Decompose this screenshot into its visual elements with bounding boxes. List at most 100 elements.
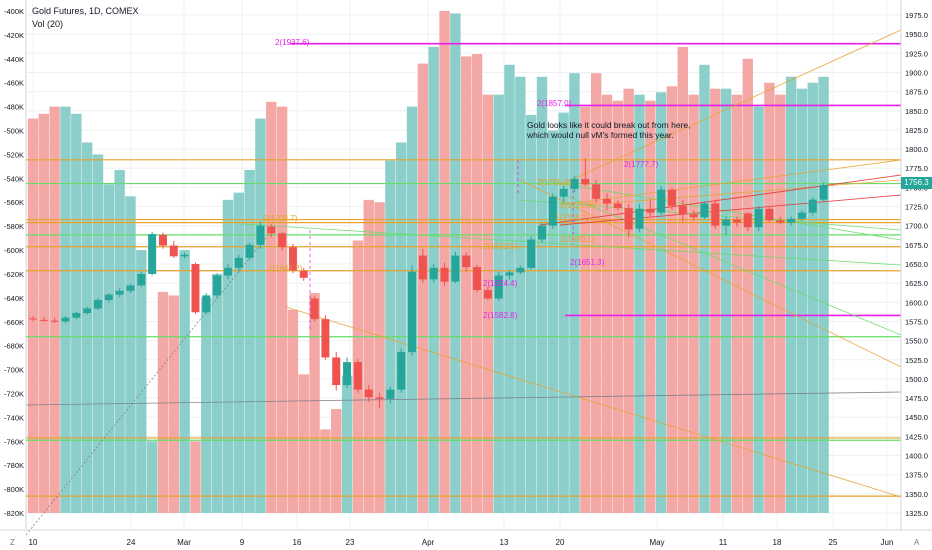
trend-line <box>285 306 902 498</box>
volume-bar <box>710 88 721 513</box>
volume-bar <box>590 73 602 514</box>
price-tick-label: 1550.0 <box>905 337 928 346</box>
candle-body <box>473 267 482 291</box>
candle-body <box>353 362 362 390</box>
volume-tick-label: -540K <box>4 174 24 183</box>
level-label: 2(1937.6) <box>275 38 310 47</box>
date-tick-label: 10 <box>29 538 38 547</box>
volume-bar <box>688 94 699 514</box>
price-tick-label: 1525.0 <box>905 356 928 365</box>
volume-bar <box>190 441 201 513</box>
volume-bar <box>493 94 504 514</box>
volume-bar <box>136 250 147 514</box>
volume-bar <box>775 94 786 514</box>
candle-body <box>93 300 102 309</box>
candle-body <box>104 294 113 301</box>
price-tick-label: 1775.0 <box>905 164 928 173</box>
volume-bar <box>27 118 39 514</box>
volume-tick-label: -480K <box>4 103 24 112</box>
price-tick-label: 1925.0 <box>905 49 928 58</box>
candle-body <box>278 233 287 248</box>
volume-bar <box>536 76 548 513</box>
volume-tick-label: -640K <box>4 294 24 303</box>
trend-line <box>559 159 902 206</box>
candle-body <box>202 295 211 313</box>
volume-bar <box>720 88 732 513</box>
candle-body <box>115 290 124 295</box>
volume-tick-label: -760K <box>4 437 24 446</box>
volume-bar <box>168 295 179 513</box>
volume-bar <box>731 94 743 514</box>
candle-body <box>267 226 276 234</box>
volume-bar <box>580 106 591 513</box>
volume-bar <box>266 101 277 513</box>
volume-bar <box>92 154 104 513</box>
candle-body <box>256 225 265 245</box>
volume-tick-label: -800K <box>4 485 24 494</box>
volume-tick-label: -400K <box>4 7 24 16</box>
candle-body <box>169 245 178 257</box>
level-label: 2(1680.1) <box>560 235 595 244</box>
trend-line <box>241 223 902 266</box>
auto-scale-button[interactable]: A <box>914 538 920 547</box>
chart-legend: Gold Futures, 1D, COMEX Vol (20) <box>32 5 139 31</box>
candle-body <box>386 389 395 399</box>
candle-body <box>776 220 785 223</box>
right-axis-bg <box>901 0 932 530</box>
volume-bar <box>276 106 288 513</box>
volume-bar <box>439 11 450 513</box>
candle-body <box>602 198 611 204</box>
volume-bar <box>612 100 624 514</box>
price-tick-label: 1375.0 <box>905 471 928 480</box>
candle-body <box>234 257 243 268</box>
volume-bar <box>742 58 753 514</box>
volume-tick-label: -660K <box>4 318 24 327</box>
candle-body <box>148 234 157 274</box>
volume-bar <box>753 106 764 513</box>
last-price-tag: 1756.3 <box>901 177 932 189</box>
volume-indicator-label[interactable]: Vol (20) <box>32 19 64 29</box>
candle-body <box>213 275 222 296</box>
volume-bar <box>309 293 320 513</box>
candle-body <box>39 319 48 321</box>
volume-bar <box>482 94 494 514</box>
volume-bar <box>341 375 353 513</box>
volume-bar <box>233 192 244 513</box>
level-label: 2(1651.3) <box>570 258 605 267</box>
candle-body <box>808 199 817 213</box>
timezone-button[interactable]: Z <box>10 538 15 547</box>
volume-tick-label: -780K <box>4 461 24 470</box>
date-tick-label: May <box>649 538 664 547</box>
level-label: 1(1726.8) <box>560 201 595 210</box>
date-tick-label: Jun <box>881 538 894 547</box>
candle-body <box>418 255 427 280</box>
volume-tick-label: -560K <box>4 198 24 207</box>
candle-body <box>137 273 146 286</box>
candle-body <box>635 208 644 229</box>
price-tick-label: 1800.0 <box>905 145 928 154</box>
candle-body <box>299 270 308 278</box>
candle-body <box>678 205 687 215</box>
volume-bar <box>796 88 808 513</box>
candle-body <box>343 362 352 386</box>
candle-body <box>429 267 438 280</box>
candle-body <box>245 244 254 258</box>
candle-body <box>581 178 590 185</box>
volume-bar <box>699 64 710 514</box>
price-tick-label: 1475.0 <box>905 394 928 403</box>
candle-body <box>527 239 536 268</box>
volume-bar <box>60 106 71 513</box>
candle-body <box>624 208 633 230</box>
trend-line <box>559 194 902 226</box>
price-tick-label: 1450.0 <box>905 413 928 422</box>
price-tick-label: 1625.0 <box>905 279 928 288</box>
candle-body <box>700 203 709 218</box>
candle-body <box>722 219 731 226</box>
candle-body <box>72 313 81 318</box>
volume-bar <box>287 309 299 513</box>
price-tick-label: 1575.0 <box>905 317 928 326</box>
volume-bar <box>363 199 374 513</box>
candle-body <box>332 357 341 386</box>
trend-line <box>25 232 271 536</box>
